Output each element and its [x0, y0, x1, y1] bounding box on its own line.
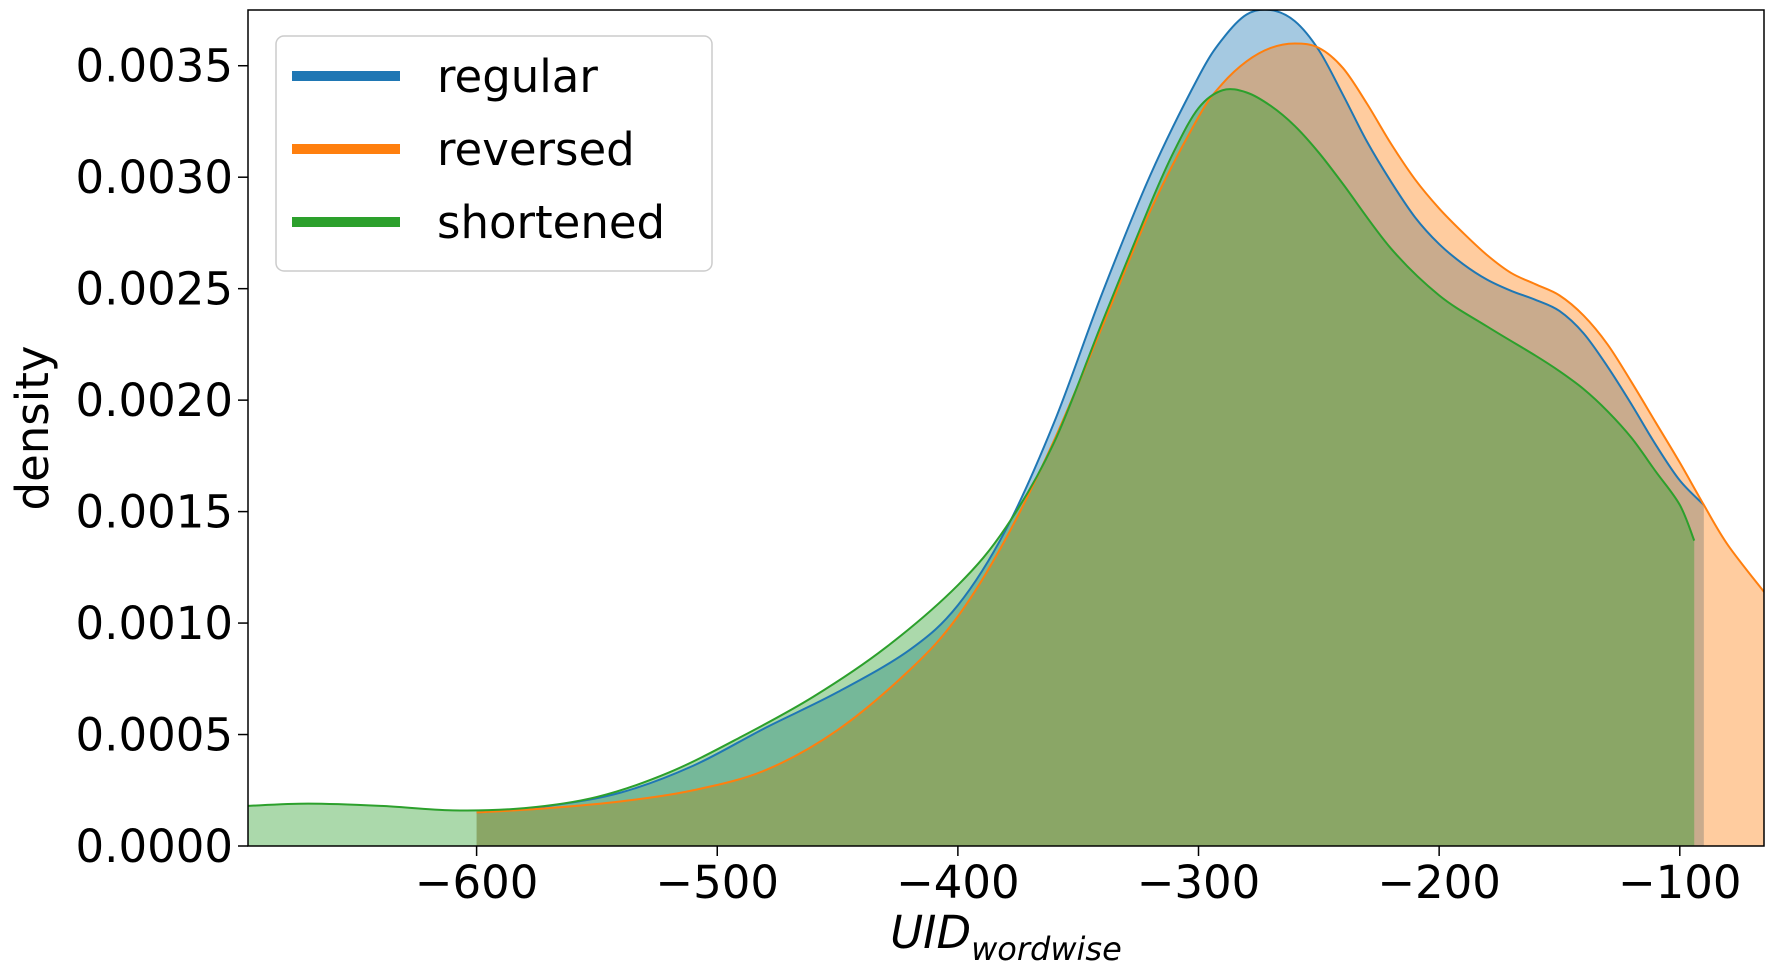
line-reversed	[476, 42, 1764, 814]
legend-label-shortened: shortened	[437, 196, 665, 249]
legend: regular reversed shortened	[275, 35, 713, 272]
x-tick-label: −200	[1377, 856, 1501, 909]
legend-box	[275, 35, 713, 272]
y-tick-label: 0.0035	[76, 40, 233, 93]
plot-frame	[247, 9, 1765, 847]
y-tick-label: 0.0025	[76, 263, 233, 316]
y-tick-label: 0.0015	[76, 486, 233, 539]
area-reversed	[476, 43, 1764, 846]
legend-label-reversed: reversed	[437, 123, 635, 176]
x-axis-label-main: UID	[890, 906, 971, 959]
area-shortened	[248, 89, 1695, 846]
y-tick-label: 0.0005	[76, 709, 233, 762]
x-tick-label: −500	[655, 856, 779, 909]
x-axis-label-subscript: wordwise	[971, 930, 1122, 968]
series-lines	[248, 10, 1764, 814]
y-tick-label: 0.0020	[76, 374, 233, 427]
series-areas	[248, 10, 1764, 846]
y-tick-label: 0.0000	[76, 820, 233, 873]
y-axis-ticks: 0.0000 0.0005 0.0010 0.0015 0.0020 0.0025 0.00…	[76, 40, 248, 873]
x-axis-ticks: −600 −500 −400 −300 −200 −100	[415, 846, 1742, 909]
y-axis-label: density	[6, 346, 59, 511]
x-tick-label: −600	[415, 856, 539, 909]
y-tick-label: 0.0010	[76, 597, 233, 650]
x-tick-label: −300	[1137, 856, 1261, 909]
line-shortened	[248, 88, 1696, 812]
x-axis-label: UIDwordwise	[890, 906, 1122, 968]
area-regular	[476, 10, 1704, 846]
x-tick-label: −400	[896, 856, 1020, 909]
y-tick-label: 0.0030	[76, 151, 233, 204]
legend-label-regular: regular	[437, 50, 598, 103]
line-regular	[476, 10, 1705, 814]
x-tick-label: −100	[1618, 856, 1742, 909]
